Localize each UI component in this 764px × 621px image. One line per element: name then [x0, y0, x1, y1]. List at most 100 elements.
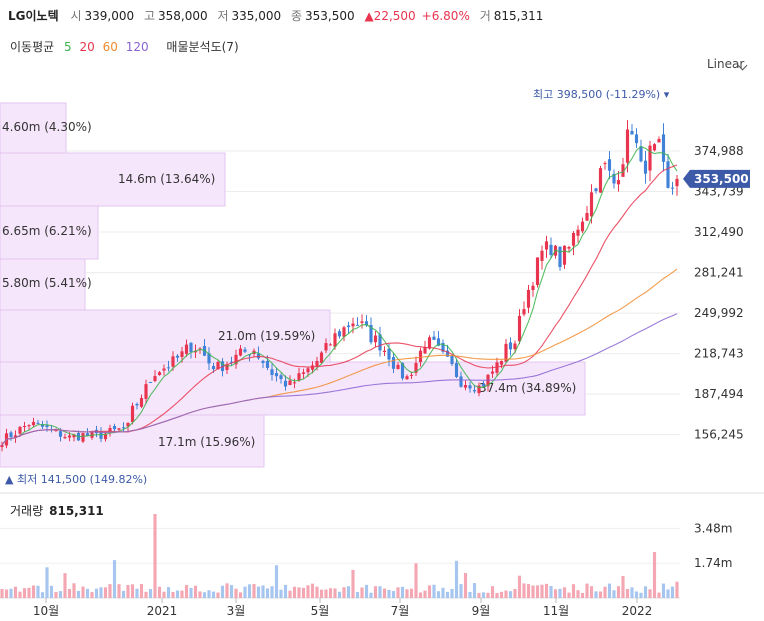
ma-legend[interactable]: 이동평균 5 20 60 120 매물분석도(7): [10, 38, 243, 55]
candle-body: [283, 380, 288, 387]
scale-toggle[interactable]: Linear: [707, 57, 745, 71]
volume-bar: [328, 588, 333, 598]
volume-bar: [504, 590, 508, 598]
x-tick-label: 2022: [622, 604, 653, 618]
candle-body: [585, 213, 589, 221]
volume-bar: [193, 585, 198, 598]
volume-profile-label: 6.65m (6.21%): [2, 224, 92, 238]
candle-body: [540, 250, 544, 261]
candle-body: [234, 354, 238, 365]
candle-body: [612, 173, 616, 184]
candle-body: [288, 380, 292, 386]
candle-body: [657, 139, 661, 143]
volume-bar: [310, 583, 315, 598]
candle-body: [225, 364, 229, 370]
candle-body: [139, 398, 144, 407]
candle-body: [130, 405, 135, 422]
volume-bar: [4, 589, 9, 598]
volume-bar: [472, 583, 477, 598]
candle-body: [342, 327, 346, 337]
volume-bar: [229, 584, 234, 598]
volume-bar: [360, 587, 364, 598]
low-value: 335,000: [231, 9, 282, 23]
candle-body: [454, 363, 459, 377]
candle-body: [135, 403, 139, 406]
volume-bar: [247, 584, 252, 598]
volume-bar: [666, 589, 670, 598]
volume-bar: [58, 591, 63, 598]
candle-body: [103, 433, 108, 440]
volume-bar: [112, 560, 117, 598]
price-header: LG이노텍 시 339,000 고 358,000 저 335,000 종 353,50…: [8, 7, 549, 24]
volume-bar: [652, 552, 657, 598]
volume-bar: [319, 589, 324, 598]
volume-bar: [463, 572, 468, 598]
volume-bar: [670, 586, 675, 598]
candle-body: [445, 350, 450, 357]
candle-body: [391, 357, 396, 369]
volume-bar: [144, 591, 148, 598]
volume-bar: [324, 589, 328, 598]
volume-bar: [234, 588, 238, 598]
volume-bar: [369, 592, 373, 598]
candle-body: [418, 350, 423, 363]
volume-title: 거래량 815,311: [10, 502, 104, 519]
candle-body: [279, 375, 283, 380]
volume-bar: [175, 590, 180, 598]
volume-bar: [648, 589, 652, 598]
candle-body: [522, 309, 526, 315]
volume-bar: [189, 587, 193, 598]
y-tick-label: 249,992: [694, 306, 744, 320]
candle-body: [324, 343, 328, 351]
volume-bar: [76, 590, 81, 598]
candle-body: [481, 383, 486, 386]
extreme-markers: 최고 398,500 (-11.29%) ▾ ▲ 최저 141,500 (149.…: [5, 88, 670, 486]
volume-bar: [576, 590, 580, 598]
candle-body: [652, 144, 657, 151]
candle-body: [634, 134, 639, 144]
volume-bar: [225, 583, 229, 598]
volume-bar: [198, 591, 202, 598]
volume-bar: [13, 586, 18, 598]
volume-bar: [292, 586, 297, 598]
volume-bar: [355, 591, 360, 598]
candle-body: [675, 178, 679, 187]
volume-tick-label: 1.74m: [694, 556, 732, 570]
volume-bar: [243, 586, 247, 598]
volume-bar: [9, 588, 13, 598]
volume-bar: [211, 591, 216, 598]
ma20-line: [1, 164, 678, 446]
volume-bar: [499, 591, 504, 598]
candle-body: [607, 159, 612, 171]
candle-body: [108, 428, 112, 433]
volume-bar: [148, 589, 153, 598]
volume-bar: [256, 586, 261, 598]
volume-bar: [0, 589, 4, 598]
stock-name[interactable]: LG이노텍: [8, 9, 59, 23]
volume-bar: [103, 587, 108, 598]
volume-last: 815,311: [49, 504, 104, 518]
candle-body: [472, 390, 477, 392]
change-value: ▲22,500: [364, 9, 416, 23]
volume-profile-toggle[interactable]: 매물분석도(7): [166, 40, 239, 54]
y-axis: 374,988 343,739 312,490 281,241 249,992 218,7…: [683, 144, 750, 570]
volume-bar: [477, 592, 481, 598]
candle-body: [360, 321, 364, 323]
candle-body: [378, 334, 382, 351]
candle-body: [13, 435, 18, 438]
volume-bar: [513, 588, 517, 598]
close-label: 종: [290, 9, 302, 23]
volume-bar: [634, 591, 639, 598]
candle-body: [67, 435, 72, 438]
candle-body: [477, 385, 481, 394]
candle-body: [121, 427, 126, 429]
volume-bar: [31, 585, 36, 598]
ma20-label: 20: [79, 40, 95, 54]
volume-bar: [99, 587, 103, 598]
y-tick-label: 187,494: [694, 387, 744, 401]
x-axis: 10월 2021 3월 5월 7월 9월 11월 2022: [33, 598, 652, 618]
volume-profile-label: 14.6m (13.64%): [118, 172, 215, 186]
volume-bar: [517, 575, 522, 598]
volume-bar: [630, 587, 634, 598]
